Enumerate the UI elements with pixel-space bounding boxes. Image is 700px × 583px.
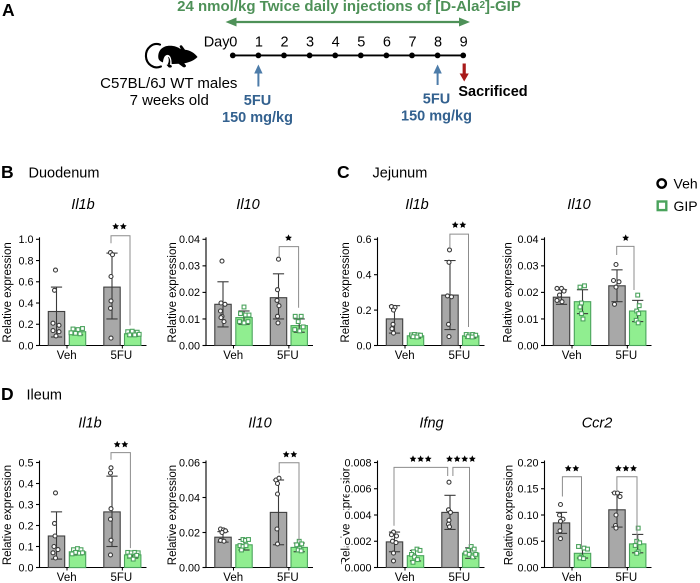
svg-text:Relative expression: Relative expression <box>503 242 515 342</box>
svg-text:Il10: Il10 <box>567 197 590 213</box>
svg-text:0.02: 0.02 <box>179 527 200 539</box>
svg-text:B: B <box>1 162 14 182</box>
svg-text:0.00: 0.00 <box>517 562 538 574</box>
svg-text:0.04: 0.04 <box>517 234 538 246</box>
svg-text:Veh: Veh <box>223 572 243 583</box>
svg-text:Ileum: Ileum <box>27 388 62 404</box>
svg-text:0.05: 0.05 <box>517 536 538 548</box>
svg-text:Jejunum: Jejunum <box>373 166 428 182</box>
svg-text:24 nmol/kg Twice daily injecti: 24 nmol/kg Twice daily injections of [D-… <box>177 0 521 15</box>
svg-text:0.15: 0.15 <box>517 484 538 496</box>
svg-text:0.0: 0.0 <box>18 562 33 574</box>
svg-text:Veh: Veh <box>57 572 77 583</box>
svg-text:0.03: 0.03 <box>517 261 538 273</box>
svg-text:6: 6 <box>383 35 391 51</box>
svg-text:3: 3 <box>306 35 314 51</box>
svg-text:0: 0 <box>229 35 237 51</box>
svg-text:1: 1 <box>255 35 263 51</box>
svg-text:0.6: 0.6 <box>356 234 371 246</box>
svg-text:Sacrificed: Sacrificed <box>458 84 527 100</box>
svg-text:0.01: 0.01 <box>179 314 200 326</box>
svg-text:8: 8 <box>434 35 442 51</box>
svg-text:Relative expression: Relative expression <box>2 465 14 565</box>
svg-text:5FU: 5FU <box>244 93 271 109</box>
svg-text:0.2: 0.2 <box>18 520 33 532</box>
svg-text:Veh: Veh <box>562 350 582 362</box>
svg-text:0.4: 0.4 <box>18 478 33 490</box>
svg-text:Ifng: Ifng <box>419 416 443 432</box>
svg-text:Il1b: Il1b <box>71 197 94 213</box>
svg-text:Il10: Il10 <box>248 416 271 432</box>
svg-text:Relative expression: Relative expression <box>504 465 516 565</box>
svg-text:0.06: 0.06 <box>179 457 200 469</box>
svg-text:Il10: Il10 <box>236 197 259 213</box>
svg-text:GIP: GIP <box>674 198 698 214</box>
svg-text:0.002: 0.002 <box>344 536 371 548</box>
svg-text:0.8: 0.8 <box>18 255 33 267</box>
svg-text:5FU: 5FU <box>615 572 637 583</box>
svg-text:Veh: Veh <box>674 175 698 191</box>
svg-text:0.008: 0.008 <box>344 457 371 469</box>
svg-text:Il1b: Il1b <box>405 197 428 213</box>
svg-text:5: 5 <box>357 35 365 51</box>
svg-text:Relative expression: Relative expression <box>340 242 352 342</box>
svg-text:150 mg/kg: 150 mg/kg <box>222 110 293 126</box>
svg-text:A: A <box>2 0 15 20</box>
svg-text:0.006: 0.006 <box>344 484 371 496</box>
svg-text:2: 2 <box>280 35 288 51</box>
svg-text:Il1b: Il1b <box>78 416 101 432</box>
svg-text:0.004: 0.004 <box>344 510 371 522</box>
svg-text:0.10: 0.10 <box>517 510 538 522</box>
svg-text:5FU: 5FU <box>615 350 637 362</box>
svg-text:Ccr2: Ccr2 <box>582 416 613 432</box>
svg-text:0.2: 0.2 <box>356 305 371 317</box>
svg-text:0.0: 0.0 <box>18 340 33 352</box>
svg-text:Veh: Veh <box>57 350 77 362</box>
svg-text:Relative expression: Relative expression <box>167 465 179 565</box>
svg-text:0.04: 0.04 <box>179 234 200 246</box>
svg-text:Veh: Veh <box>395 572 415 583</box>
svg-text:0.0: 0.0 <box>356 340 371 352</box>
svg-text:D: D <box>1 384 14 404</box>
svg-text:5FU: 5FU <box>448 572 470 583</box>
svg-text:9: 9 <box>460 35 468 51</box>
svg-text:Veh: Veh <box>223 350 243 362</box>
svg-text:0.1: 0.1 <box>18 541 33 553</box>
svg-text:Day: Day <box>204 35 231 51</box>
svg-text:0.03: 0.03 <box>179 261 200 273</box>
svg-text:4: 4 <box>332 35 340 51</box>
svg-text:0.04: 0.04 <box>179 492 200 504</box>
svg-text:5FU: 5FU <box>110 572 132 583</box>
svg-text:150 mg/kg: 150 mg/kg <box>401 109 472 125</box>
svg-text:7 weeks old: 7 weeks old <box>130 92 209 109</box>
svg-text:0.20: 0.20 <box>517 457 538 469</box>
svg-text:0.02: 0.02 <box>179 287 200 299</box>
svg-text:0.4: 0.4 <box>18 298 33 310</box>
svg-text:0.3: 0.3 <box>18 499 33 511</box>
svg-text:0.02: 0.02 <box>517 287 538 299</box>
svg-text:7: 7 <box>408 35 416 51</box>
svg-text:0.4: 0.4 <box>356 270 371 282</box>
svg-text:Veh: Veh <box>395 350 415 362</box>
svg-text:5FU: 5FU <box>277 572 299 583</box>
svg-text:0.2: 0.2 <box>18 319 33 331</box>
svg-text:C: C <box>337 162 350 182</box>
svg-text:0.000: 0.000 <box>344 562 371 574</box>
svg-text:0.00: 0.00 <box>179 340 200 352</box>
svg-text:5FU: 5FU <box>423 92 450 108</box>
svg-text:1.0: 1.0 <box>18 234 33 246</box>
svg-text:Veh: Veh <box>562 572 582 583</box>
svg-text:Duodenum: Duodenum <box>29 166 100 182</box>
svg-text:Relative expression: Relative expression <box>2 242 14 342</box>
svg-text:5FU: 5FU <box>110 350 132 362</box>
svg-text:5FU: 5FU <box>448 350 470 362</box>
svg-text:0.01: 0.01 <box>517 314 538 326</box>
svg-text:5FU: 5FU <box>277 350 299 362</box>
svg-text:C57BL/6J WT males: C57BL/6J WT males <box>100 75 237 92</box>
svg-text:0.6: 0.6 <box>18 277 33 289</box>
svg-text:0.5: 0.5 <box>18 457 33 469</box>
svg-text:0.00: 0.00 <box>517 340 538 352</box>
svg-text:0.00: 0.00 <box>179 562 200 574</box>
